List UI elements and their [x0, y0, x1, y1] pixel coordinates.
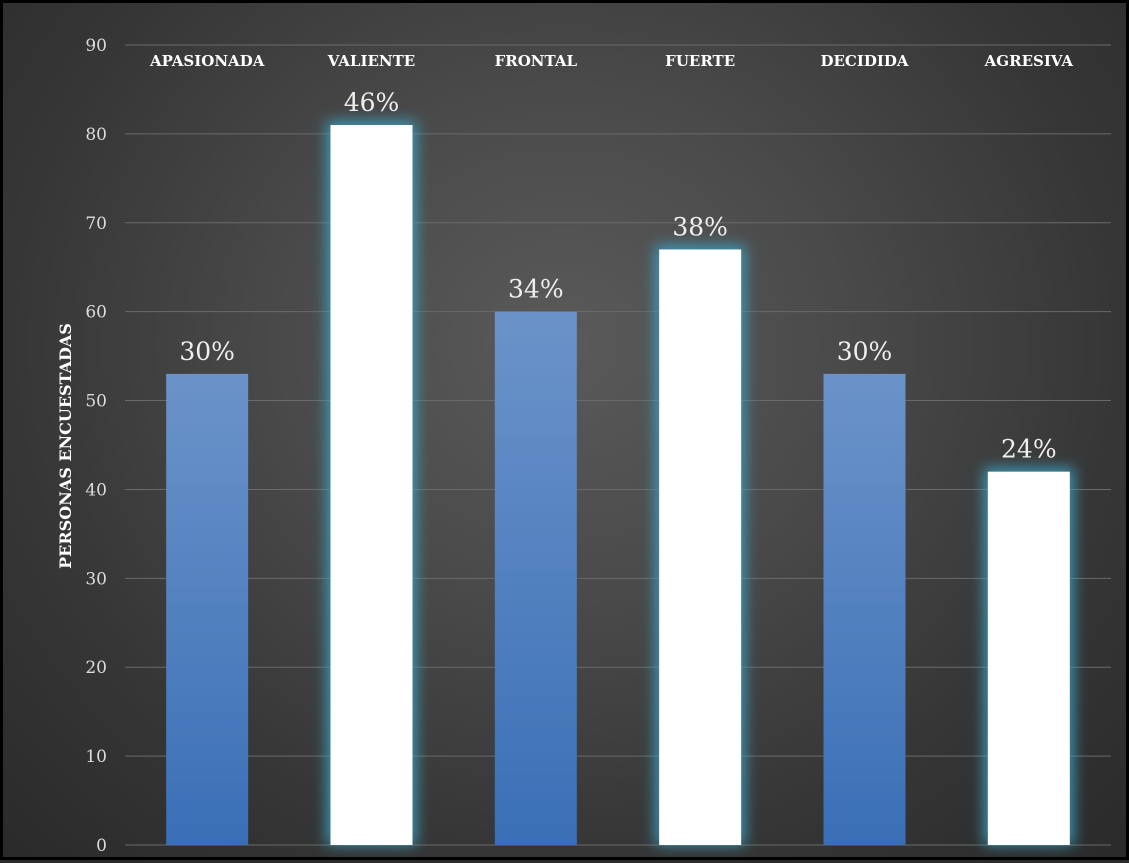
category-labels: APASIONADA VALIENTE FRONTAL FUERTE DECIDIDA A…: [149, 52, 1073, 70]
category-label: FRONTAL: [495, 52, 578, 70]
bar-highlighted: [330, 125, 413, 845]
data-labels: 30% 46% 34% 38% 30% 24%: [179, 88, 1056, 464]
category-label: VALIENTE: [327, 52, 415, 70]
category-label: DECIDIDA: [820, 52, 908, 70]
bar: [494, 311, 577, 846]
y-tick-label: 30: [85, 569, 107, 589]
gridlines: [125, 44, 1111, 846]
y-tick-label: 70: [85, 214, 107, 234]
data-label: 30%: [179, 337, 235, 366]
category-label: AGRESIVA: [984, 52, 1074, 70]
y-tick-label: 50: [85, 392, 107, 412]
y-axis-title: PERSONAS ENCUESTADAS: [56, 323, 75, 569]
category-label: APASIONADA: [149, 52, 265, 70]
data-label: 24%: [1001, 435, 1057, 464]
y-tick-label: 0: [96, 836, 107, 856]
y-tick-label: 10: [85, 747, 107, 767]
y-tick-label: 80: [85, 125, 107, 145]
category-label: FUERTE: [665, 52, 735, 70]
y-axis-ticks: 0 10 20 30 40 50 60 70 80 90: [85, 36, 107, 856]
bar: [166, 373, 249, 845]
bar: [823, 373, 906, 845]
y-tick-label: 90: [85, 36, 107, 56]
bar-highlighted: [659, 249, 742, 845]
data-label: 34%: [508, 275, 564, 304]
bar-chart: 0 10 20 30 40 50 60 70 80 90 APASIONADA VALIENTE FR…: [56, 36, 1111, 856]
y-tick-label: 40: [85, 480, 107, 500]
y-tick-label: 60: [85, 303, 107, 323]
data-label: 46%: [344, 88, 400, 117]
bars: [166, 121, 1074, 846]
data-label: 30%: [837, 337, 893, 366]
data-label: 38%: [672, 212, 728, 241]
y-tick-label: 20: [85, 658, 107, 678]
bar-highlighted: [987, 471, 1070, 845]
